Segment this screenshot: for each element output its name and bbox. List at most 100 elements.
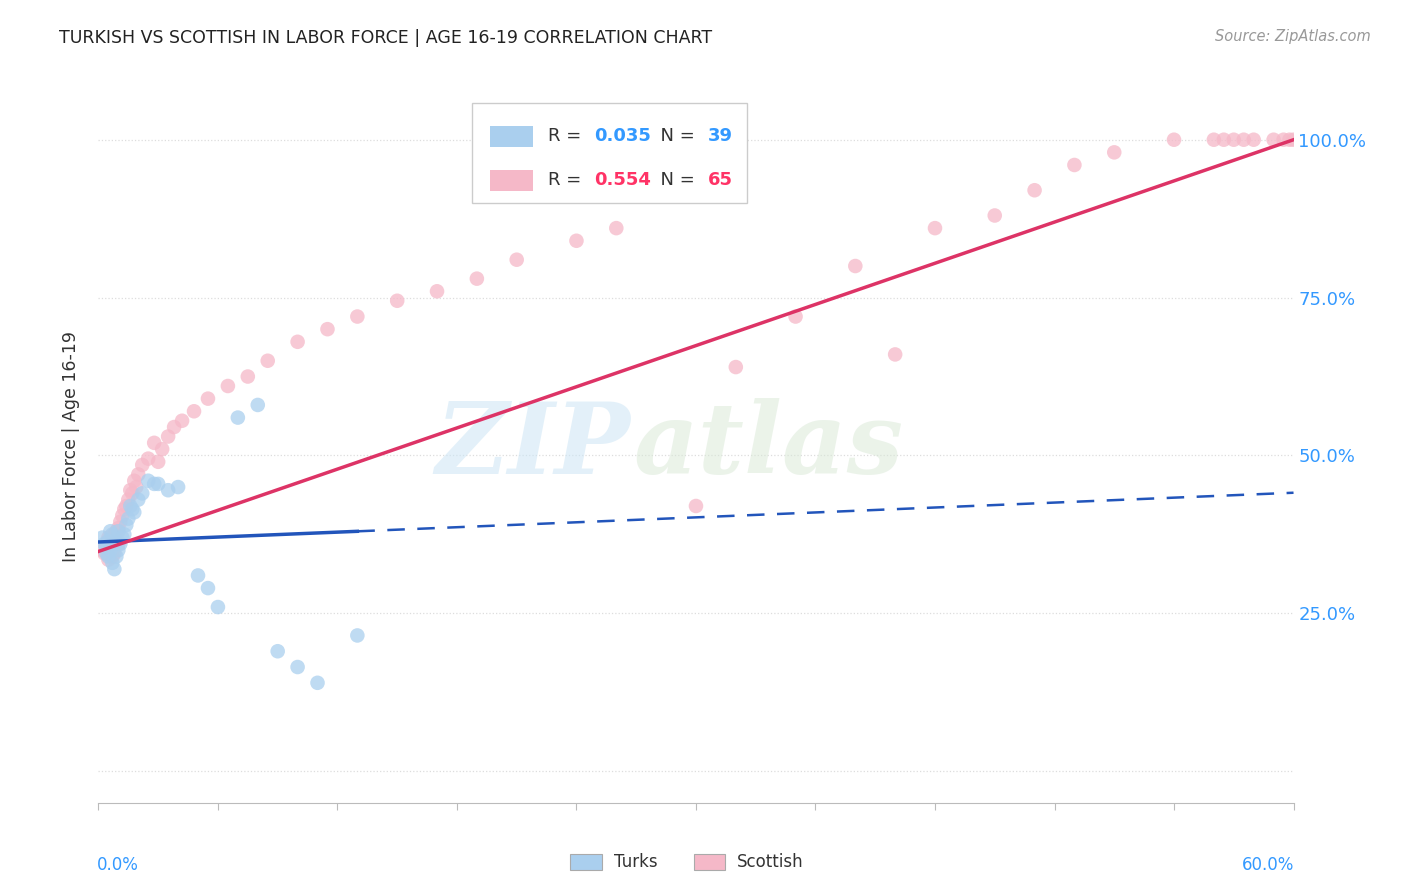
Point xyxy=(98,543,122,558)
Point xyxy=(1104,145,1126,160)
Point xyxy=(112,527,135,541)
Point xyxy=(1024,183,1046,197)
Point xyxy=(124,474,146,488)
Point xyxy=(197,581,219,595)
Point xyxy=(565,234,588,248)
Point xyxy=(103,527,125,541)
Point xyxy=(115,517,138,532)
Text: Scottish: Scottish xyxy=(737,853,803,871)
Point xyxy=(316,322,339,336)
Text: Source: ZipAtlas.com: Source: ZipAtlas.com xyxy=(1215,29,1371,44)
Point xyxy=(785,310,807,324)
Point xyxy=(98,524,122,539)
Text: N =: N = xyxy=(650,171,700,189)
Point xyxy=(117,511,139,525)
Point xyxy=(1278,133,1301,147)
FancyBboxPatch shape xyxy=(472,103,748,203)
Point xyxy=(131,458,153,472)
Text: atlas: atlas xyxy=(634,398,904,494)
Point xyxy=(1243,133,1265,147)
Point xyxy=(120,483,142,498)
Point xyxy=(127,492,149,507)
Point xyxy=(107,524,129,539)
Point xyxy=(91,531,114,545)
Point xyxy=(506,252,529,267)
Point xyxy=(346,628,368,642)
Point xyxy=(107,537,129,551)
Point xyxy=(101,556,124,570)
Point xyxy=(105,524,128,539)
Point xyxy=(157,483,180,498)
Text: 0.554: 0.554 xyxy=(595,171,651,189)
Point xyxy=(307,675,329,690)
Point xyxy=(465,271,488,285)
Point xyxy=(1263,133,1285,147)
Point xyxy=(96,546,118,560)
Point xyxy=(217,379,239,393)
Point xyxy=(96,537,118,551)
FancyBboxPatch shape xyxy=(693,855,724,870)
Text: R =: R = xyxy=(548,127,586,145)
Text: 65: 65 xyxy=(709,171,733,189)
Point xyxy=(110,515,132,529)
Point xyxy=(226,410,249,425)
Point xyxy=(148,476,170,491)
Point xyxy=(183,404,205,418)
Point xyxy=(884,347,907,361)
Point xyxy=(1063,158,1085,172)
Point xyxy=(167,480,190,494)
Point xyxy=(107,521,129,535)
Point xyxy=(103,546,125,560)
Point xyxy=(385,293,409,308)
Point xyxy=(924,221,946,235)
Point xyxy=(125,480,148,494)
Point xyxy=(91,543,114,558)
Text: 0.0%: 0.0% xyxy=(97,856,139,874)
FancyBboxPatch shape xyxy=(571,855,602,870)
Text: 0.035: 0.035 xyxy=(595,127,651,145)
Point xyxy=(112,502,135,516)
Point xyxy=(121,486,143,500)
Point xyxy=(1233,133,1256,147)
Point xyxy=(207,600,229,615)
Point xyxy=(101,527,124,541)
Point xyxy=(143,435,166,450)
Point xyxy=(1202,133,1225,147)
Text: 60.0%: 60.0% xyxy=(1243,856,1295,874)
Point xyxy=(346,310,368,324)
Point xyxy=(131,486,153,500)
Y-axis label: In Labor Force | Age 16-19: In Labor Force | Age 16-19 xyxy=(62,331,80,561)
FancyBboxPatch shape xyxy=(491,126,533,147)
Point xyxy=(111,531,134,545)
Point xyxy=(121,502,143,516)
Point xyxy=(97,533,120,548)
Point xyxy=(172,414,194,428)
Point xyxy=(844,259,866,273)
Point xyxy=(93,537,115,551)
Point xyxy=(143,476,166,491)
Point xyxy=(117,492,139,507)
Text: N =: N = xyxy=(650,127,700,145)
Point xyxy=(236,369,259,384)
Point xyxy=(197,392,219,406)
Text: 39: 39 xyxy=(709,127,733,145)
Point xyxy=(287,334,309,349)
Point xyxy=(93,546,115,560)
Point xyxy=(127,467,149,482)
Point xyxy=(148,455,170,469)
Text: R =: R = xyxy=(548,171,586,189)
Point xyxy=(426,285,449,299)
Point xyxy=(97,531,120,545)
Text: TURKISH VS SCOTTISH IN LABOR FORCE | AGE 16-19 CORRELATION CHART: TURKISH VS SCOTTISH IN LABOR FORCE | AGE… xyxy=(59,29,713,46)
Point xyxy=(1282,133,1305,147)
Text: Turks: Turks xyxy=(613,853,657,871)
Point xyxy=(105,549,128,564)
Point xyxy=(1272,133,1295,147)
Point xyxy=(187,568,209,582)
FancyBboxPatch shape xyxy=(491,169,533,191)
Point xyxy=(103,562,125,576)
Point xyxy=(1163,133,1185,147)
Point xyxy=(246,398,269,412)
Point xyxy=(157,429,180,443)
Point xyxy=(267,644,290,658)
